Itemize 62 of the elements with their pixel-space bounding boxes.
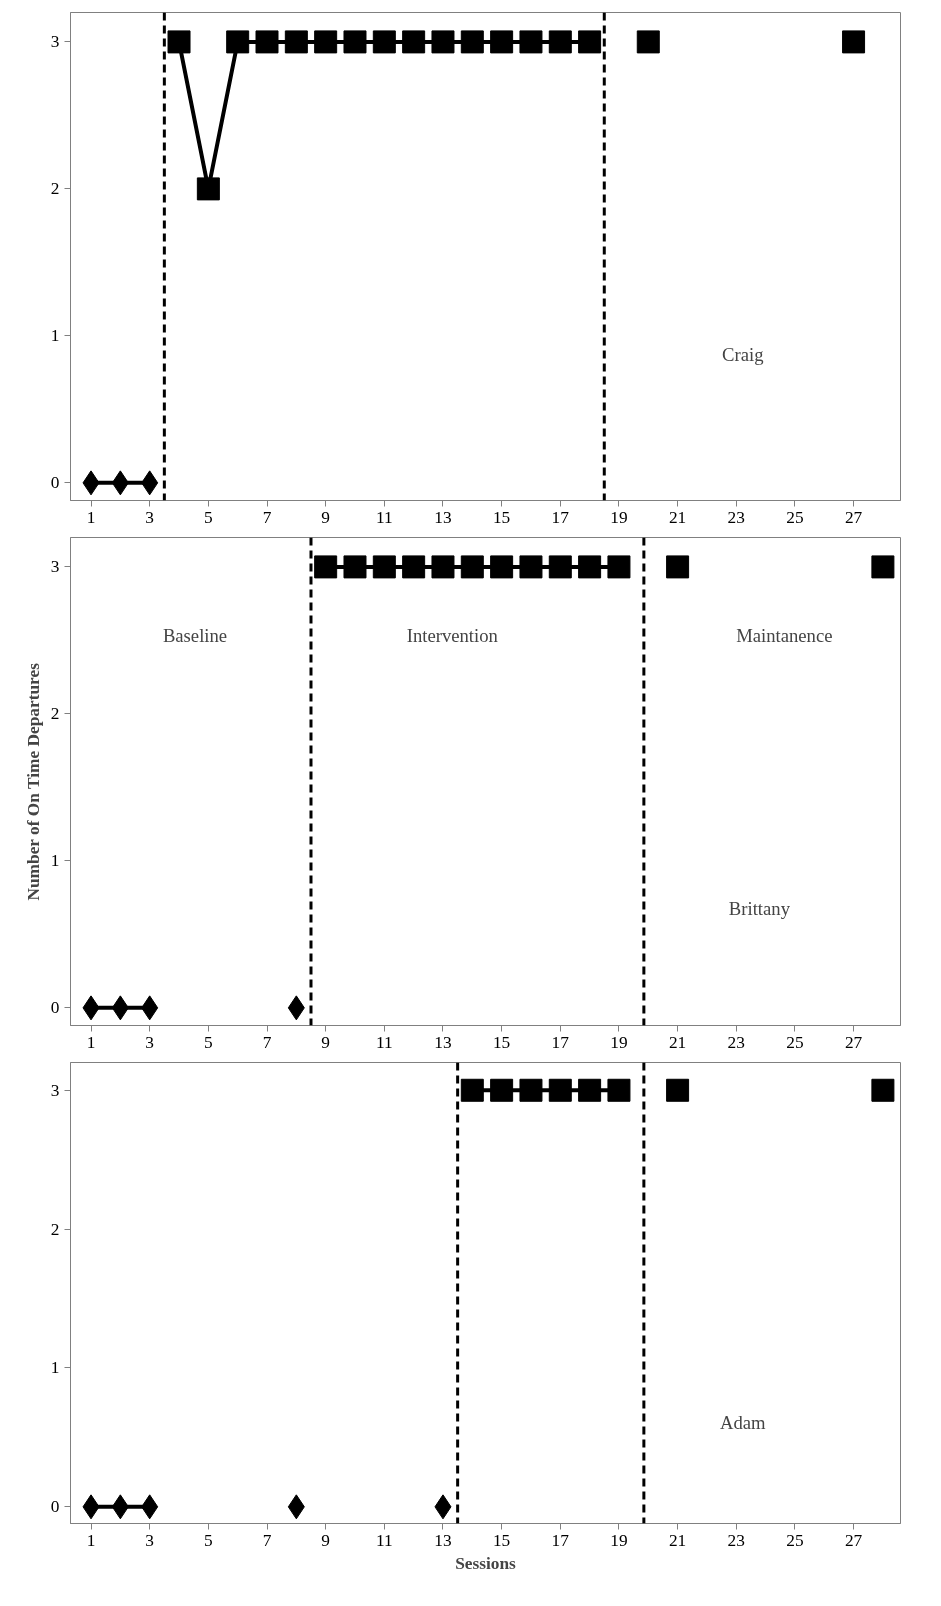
x-tick-label: 3 <box>145 1530 155 1550</box>
y-tick-label: 3 <box>50 1080 60 1100</box>
x-tick-label: 25 <box>786 1032 804 1052</box>
y-tick-label: 0 <box>50 998 60 1018</box>
y-tick-label: 2 <box>50 704 60 724</box>
annotation: Brittany <box>728 897 791 919</box>
x-tick-label: 5 <box>204 507 213 527</box>
x-tick-label: 1 <box>86 507 96 527</box>
x-tick-label: 25 <box>786 507 804 527</box>
annotation: Intervention <box>406 624 499 646</box>
x-tick-label: 11 <box>375 507 393 527</box>
x-tick-label: 13 <box>434 507 452 527</box>
y-axis-title: Number of On Time Departures <box>23 662 43 901</box>
x-tick-label: 9 <box>321 1530 330 1550</box>
x-tick-label: 17 <box>551 507 570 527</box>
x-tick-label: 7 <box>262 1530 272 1550</box>
x-tick-label: 5 <box>204 1530 213 1550</box>
x-tick-label: 9 <box>321 1032 330 1052</box>
x-tick-label: 1 <box>86 1032 96 1052</box>
annotation: Craig <box>722 343 764 365</box>
x-tick-label: 13 <box>434 1530 452 1550</box>
x-axis-title: Sessions <box>455 1553 517 1573</box>
x-tick-label: 11 <box>375 1032 393 1052</box>
y-tick-label: 1 <box>50 1358 60 1378</box>
x-tick-label: 7 <box>262 1032 272 1052</box>
y-tick-label: 1 <box>50 326 60 346</box>
x-tick-label: 1 <box>86 1530 96 1550</box>
annotation: Baseline <box>162 624 228 646</box>
y-tick-label: 3 <box>50 32 60 52</box>
x-tick-label: 21 <box>668 1032 687 1052</box>
x-tick-label: 13 <box>434 1032 452 1052</box>
x-tick-label: 21 <box>668 1530 687 1550</box>
x-tick-label: 25 <box>786 1530 804 1550</box>
x-tick-label: 27 <box>844 1530 863 1550</box>
x-tick-label: 27 <box>844 507 863 527</box>
annotation: Adam <box>720 1411 767 1433</box>
x-tick-label: 19 <box>610 507 628 527</box>
x-tick-label: 15 <box>492 1032 511 1052</box>
y-tick-label: 2 <box>50 1219 60 1239</box>
x-tick-label: 17 <box>551 1032 570 1052</box>
x-tick-label: 23 <box>727 507 745 527</box>
y-tick-label: 1 <box>50 851 60 871</box>
x-tick-label: 5 <box>204 1032 213 1052</box>
x-tick-label: 23 <box>727 1032 745 1052</box>
x-tick-label: 23 <box>727 1530 745 1550</box>
x-tick-label: 15 <box>492 1530 511 1550</box>
y-tick-label: 2 <box>50 179 60 199</box>
x-tick-label: 19 <box>610 1032 628 1052</box>
x-tick-label: 3 <box>145 1032 155 1052</box>
x-tick-label: 15 <box>492 507 511 527</box>
y-tick-label: 3 <box>50 557 60 577</box>
x-tick-label: 3 <box>145 507 155 527</box>
y-tick-label: 0 <box>50 473 60 493</box>
x-tick-label: 9 <box>321 507 330 527</box>
x-tick-label: 21 <box>668 507 687 527</box>
x-tick-label: 19 <box>610 1530 628 1550</box>
annotation: Maintanence <box>736 624 833 646</box>
x-tick-label: 11 <box>375 1530 393 1550</box>
x-tick-label: 27 <box>844 1032 863 1052</box>
x-tick-label: 7 <box>262 507 272 527</box>
x-tick-label: 17 <box>551 1530 570 1550</box>
y-tick-label: 0 <box>50 1497 60 1517</box>
